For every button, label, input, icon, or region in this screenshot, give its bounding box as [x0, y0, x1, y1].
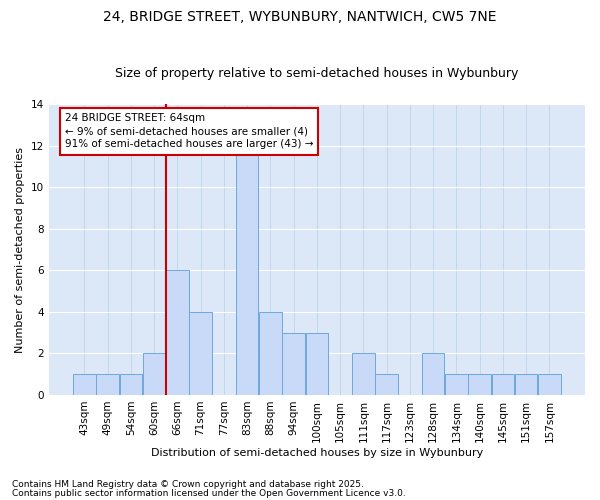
- Bar: [96, 374, 119, 395]
- Bar: [259, 312, 281, 395]
- Bar: [236, 146, 259, 395]
- Bar: [352, 354, 374, 395]
- Bar: [73, 374, 95, 395]
- Bar: [190, 312, 212, 395]
- Bar: [119, 374, 142, 395]
- Y-axis label: Number of semi-detached properties: Number of semi-detached properties: [15, 146, 25, 352]
- Bar: [515, 374, 538, 395]
- Bar: [143, 354, 166, 395]
- Bar: [445, 374, 467, 395]
- Bar: [469, 374, 491, 395]
- Title: Size of property relative to semi-detached houses in Wybunbury: Size of property relative to semi-detach…: [115, 66, 518, 80]
- Text: Contains public sector information licensed under the Open Government Licence v3: Contains public sector information licen…: [12, 488, 406, 498]
- Text: 24 BRIDGE STREET: 64sqm
← 9% of semi-detached houses are smaller (4)
91% of semi: 24 BRIDGE STREET: 64sqm ← 9% of semi-det…: [65, 113, 313, 150]
- X-axis label: Distribution of semi-detached houses by size in Wybunbury: Distribution of semi-detached houses by …: [151, 448, 483, 458]
- Text: 24, BRIDGE STREET, WYBUNBURY, NANTWICH, CW5 7NE: 24, BRIDGE STREET, WYBUNBURY, NANTWICH, …: [103, 10, 497, 24]
- Text: Contains HM Land Registry data © Crown copyright and database right 2025.: Contains HM Land Registry data © Crown c…: [12, 480, 364, 489]
- Bar: [422, 354, 445, 395]
- Bar: [538, 374, 560, 395]
- Bar: [305, 332, 328, 395]
- Bar: [491, 374, 514, 395]
- Bar: [283, 332, 305, 395]
- Bar: [166, 270, 188, 395]
- Bar: [376, 374, 398, 395]
